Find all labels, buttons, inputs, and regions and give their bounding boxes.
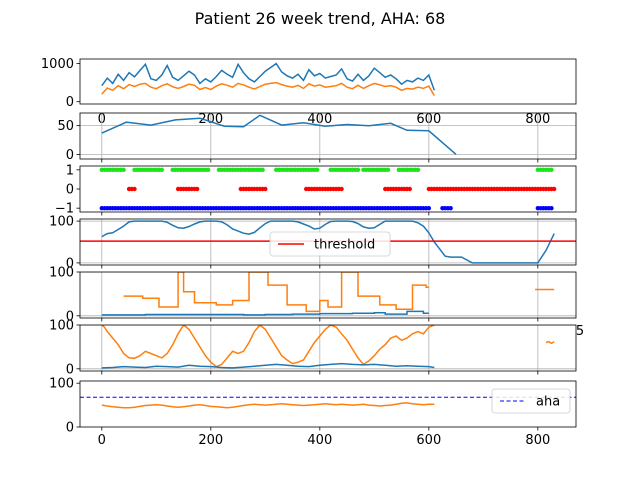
series-line-1 xyxy=(101,402,435,409)
axes-frame xyxy=(79,380,577,428)
data-point xyxy=(194,186,200,192)
panel-3: 1 0 −1 xyxy=(55,163,577,217)
panel-7: 0 100 0 200 400 600 800 aha xyxy=(49,377,577,448)
plot-area xyxy=(80,272,576,318)
y-tick-label: 1000 xyxy=(41,57,74,72)
legend-label: threshold xyxy=(314,238,375,253)
y-tick-label: 100 xyxy=(49,215,74,230)
data-point xyxy=(415,167,421,173)
y-tick-label: 1 xyxy=(66,163,74,178)
data-point xyxy=(426,205,432,211)
data-point xyxy=(159,167,164,173)
y-tick-label: 0 xyxy=(66,148,74,163)
x-tick-label: 400 xyxy=(307,433,332,448)
legend-label: aha xyxy=(536,395,560,410)
series-line-1 xyxy=(101,62,436,91)
data-point xyxy=(132,186,137,192)
y-tick-label: 50 xyxy=(57,119,74,134)
data-point xyxy=(385,167,391,173)
y-tick-label: 100 xyxy=(49,319,74,334)
legend-box xyxy=(491,388,571,414)
data-point xyxy=(121,167,126,173)
y-tick-label: 0 xyxy=(66,95,74,110)
series-line-3 xyxy=(101,362,435,369)
plot-area xyxy=(99,167,557,211)
y-tick-label: 0 xyxy=(66,256,74,271)
series-line-1 xyxy=(101,114,457,155)
data-point xyxy=(549,167,554,173)
data-point xyxy=(205,167,211,173)
data-point xyxy=(314,167,320,173)
data-point xyxy=(355,167,361,173)
data-point xyxy=(260,167,265,173)
panel-4: 0 100 threshold xyxy=(49,215,577,271)
series-line-1 xyxy=(101,220,555,264)
y-tick-label: −1 xyxy=(55,202,74,217)
data-point xyxy=(551,186,557,192)
y-tick-label: 100 xyxy=(49,266,74,281)
x-tick-label: 600 xyxy=(416,433,441,448)
axes-frame xyxy=(79,112,577,160)
y-tick-label: 0 xyxy=(66,183,74,198)
series-line-2 xyxy=(101,81,435,96)
x-tick-label: 5 xyxy=(576,324,584,339)
y-tick-label: 0 xyxy=(66,309,74,324)
x-tick-label: 0 xyxy=(98,433,106,448)
y-tick-label: 0 xyxy=(66,421,74,436)
data-point xyxy=(448,205,453,211)
axes-frame xyxy=(79,218,577,266)
data-point xyxy=(407,186,412,192)
data-point xyxy=(549,205,554,211)
x-tick-label: 800 xyxy=(525,433,550,448)
plot-area xyxy=(101,62,436,96)
y-tick-label: 100 xyxy=(49,377,74,392)
panel-2: 0 50 xyxy=(57,112,577,163)
axes-frame xyxy=(79,58,577,105)
series-line-2 xyxy=(545,340,555,345)
x-tick-label: 200 xyxy=(198,433,223,448)
plot-area xyxy=(80,325,576,371)
chart-title: Patient 26 week trend, AHA: 68 xyxy=(195,9,446,28)
y-tick-label: 0 xyxy=(66,362,74,377)
legend-box xyxy=(269,231,391,257)
series-line-1 xyxy=(123,272,429,313)
axes-frame xyxy=(79,271,577,319)
axes-frame xyxy=(79,324,577,372)
data-point xyxy=(263,186,268,192)
panel-6: 0 100 xyxy=(49,319,577,377)
series-line-1 xyxy=(101,325,435,368)
plot-area xyxy=(80,113,576,159)
series-line-3 xyxy=(101,310,429,316)
data-point xyxy=(339,186,344,192)
